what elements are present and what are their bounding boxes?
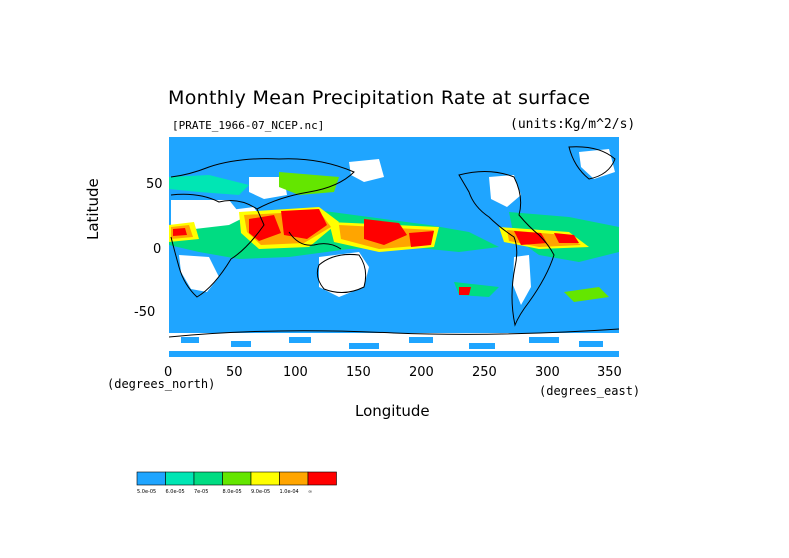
x-tick-label: 300 <box>535 365 560 380</box>
colorbar-swatch <box>222 471 252 486</box>
x-tick-label: 100 <box>283 365 308 380</box>
colorbar-label: 1.0e-04 <box>280 489 299 495</box>
colorbar-swatch <box>307 471 337 486</box>
colorbar-label: 6.0e-05 <box>166 489 185 495</box>
colorbar-label: ∞ <box>308 489 312 495</box>
colorbar-swatch <box>193 471 223 486</box>
x-tick-label: 50 <box>226 365 243 380</box>
x-axis-label: Longitude <box>355 402 430 420</box>
colorbar-swatch <box>279 471 309 486</box>
x-unit-label: (degrees_east) <box>539 384 641 398</box>
x-tick-label: 150 <box>346 365 371 380</box>
file-label: [PRATE_1966-07_NCEP.nc] <box>172 119 325 132</box>
colorbar-swatch <box>136 471 166 486</box>
y-tick-label: -50 <box>134 305 156 320</box>
y-axis-label: Latitude <box>84 178 102 240</box>
colorbar-label: 8.0e-05 <box>223 489 242 495</box>
colorbar: 5.0e-05 6.0e-05 7e-05 8.0e-05 9.0e-05 1.0e-04… <box>136 471 337 495</box>
colorbar-swatch <box>165 471 195 486</box>
x-tick-label: 0 <box>164 365 173 380</box>
y-tick-label: 50 <box>146 177 163 192</box>
colorbar-swatch <box>250 471 280 486</box>
y-unit-label: (degrees_north) <box>107 377 216 391</box>
x-tick-label: 350 <box>597 365 622 380</box>
units-label: (units:Kg/m^2/s) <box>510 117 636 132</box>
precipitation-map <box>169 137 619 363</box>
colorbar-label: 7e-05 <box>194 489 208 495</box>
x-tick-label: 200 <box>409 365 434 380</box>
coastlines <box>169 146 619 338</box>
y-tick-label: 0 <box>153 242 162 257</box>
chart-title: Monthly Mean Precipitation Rate at surfa… <box>168 87 591 109</box>
colorbar-label: 5.0e-05 <box>137 489 156 495</box>
x-tick-label: 250 <box>472 365 497 380</box>
colorbar-label: 9.0e-05 <box>251 489 270 495</box>
